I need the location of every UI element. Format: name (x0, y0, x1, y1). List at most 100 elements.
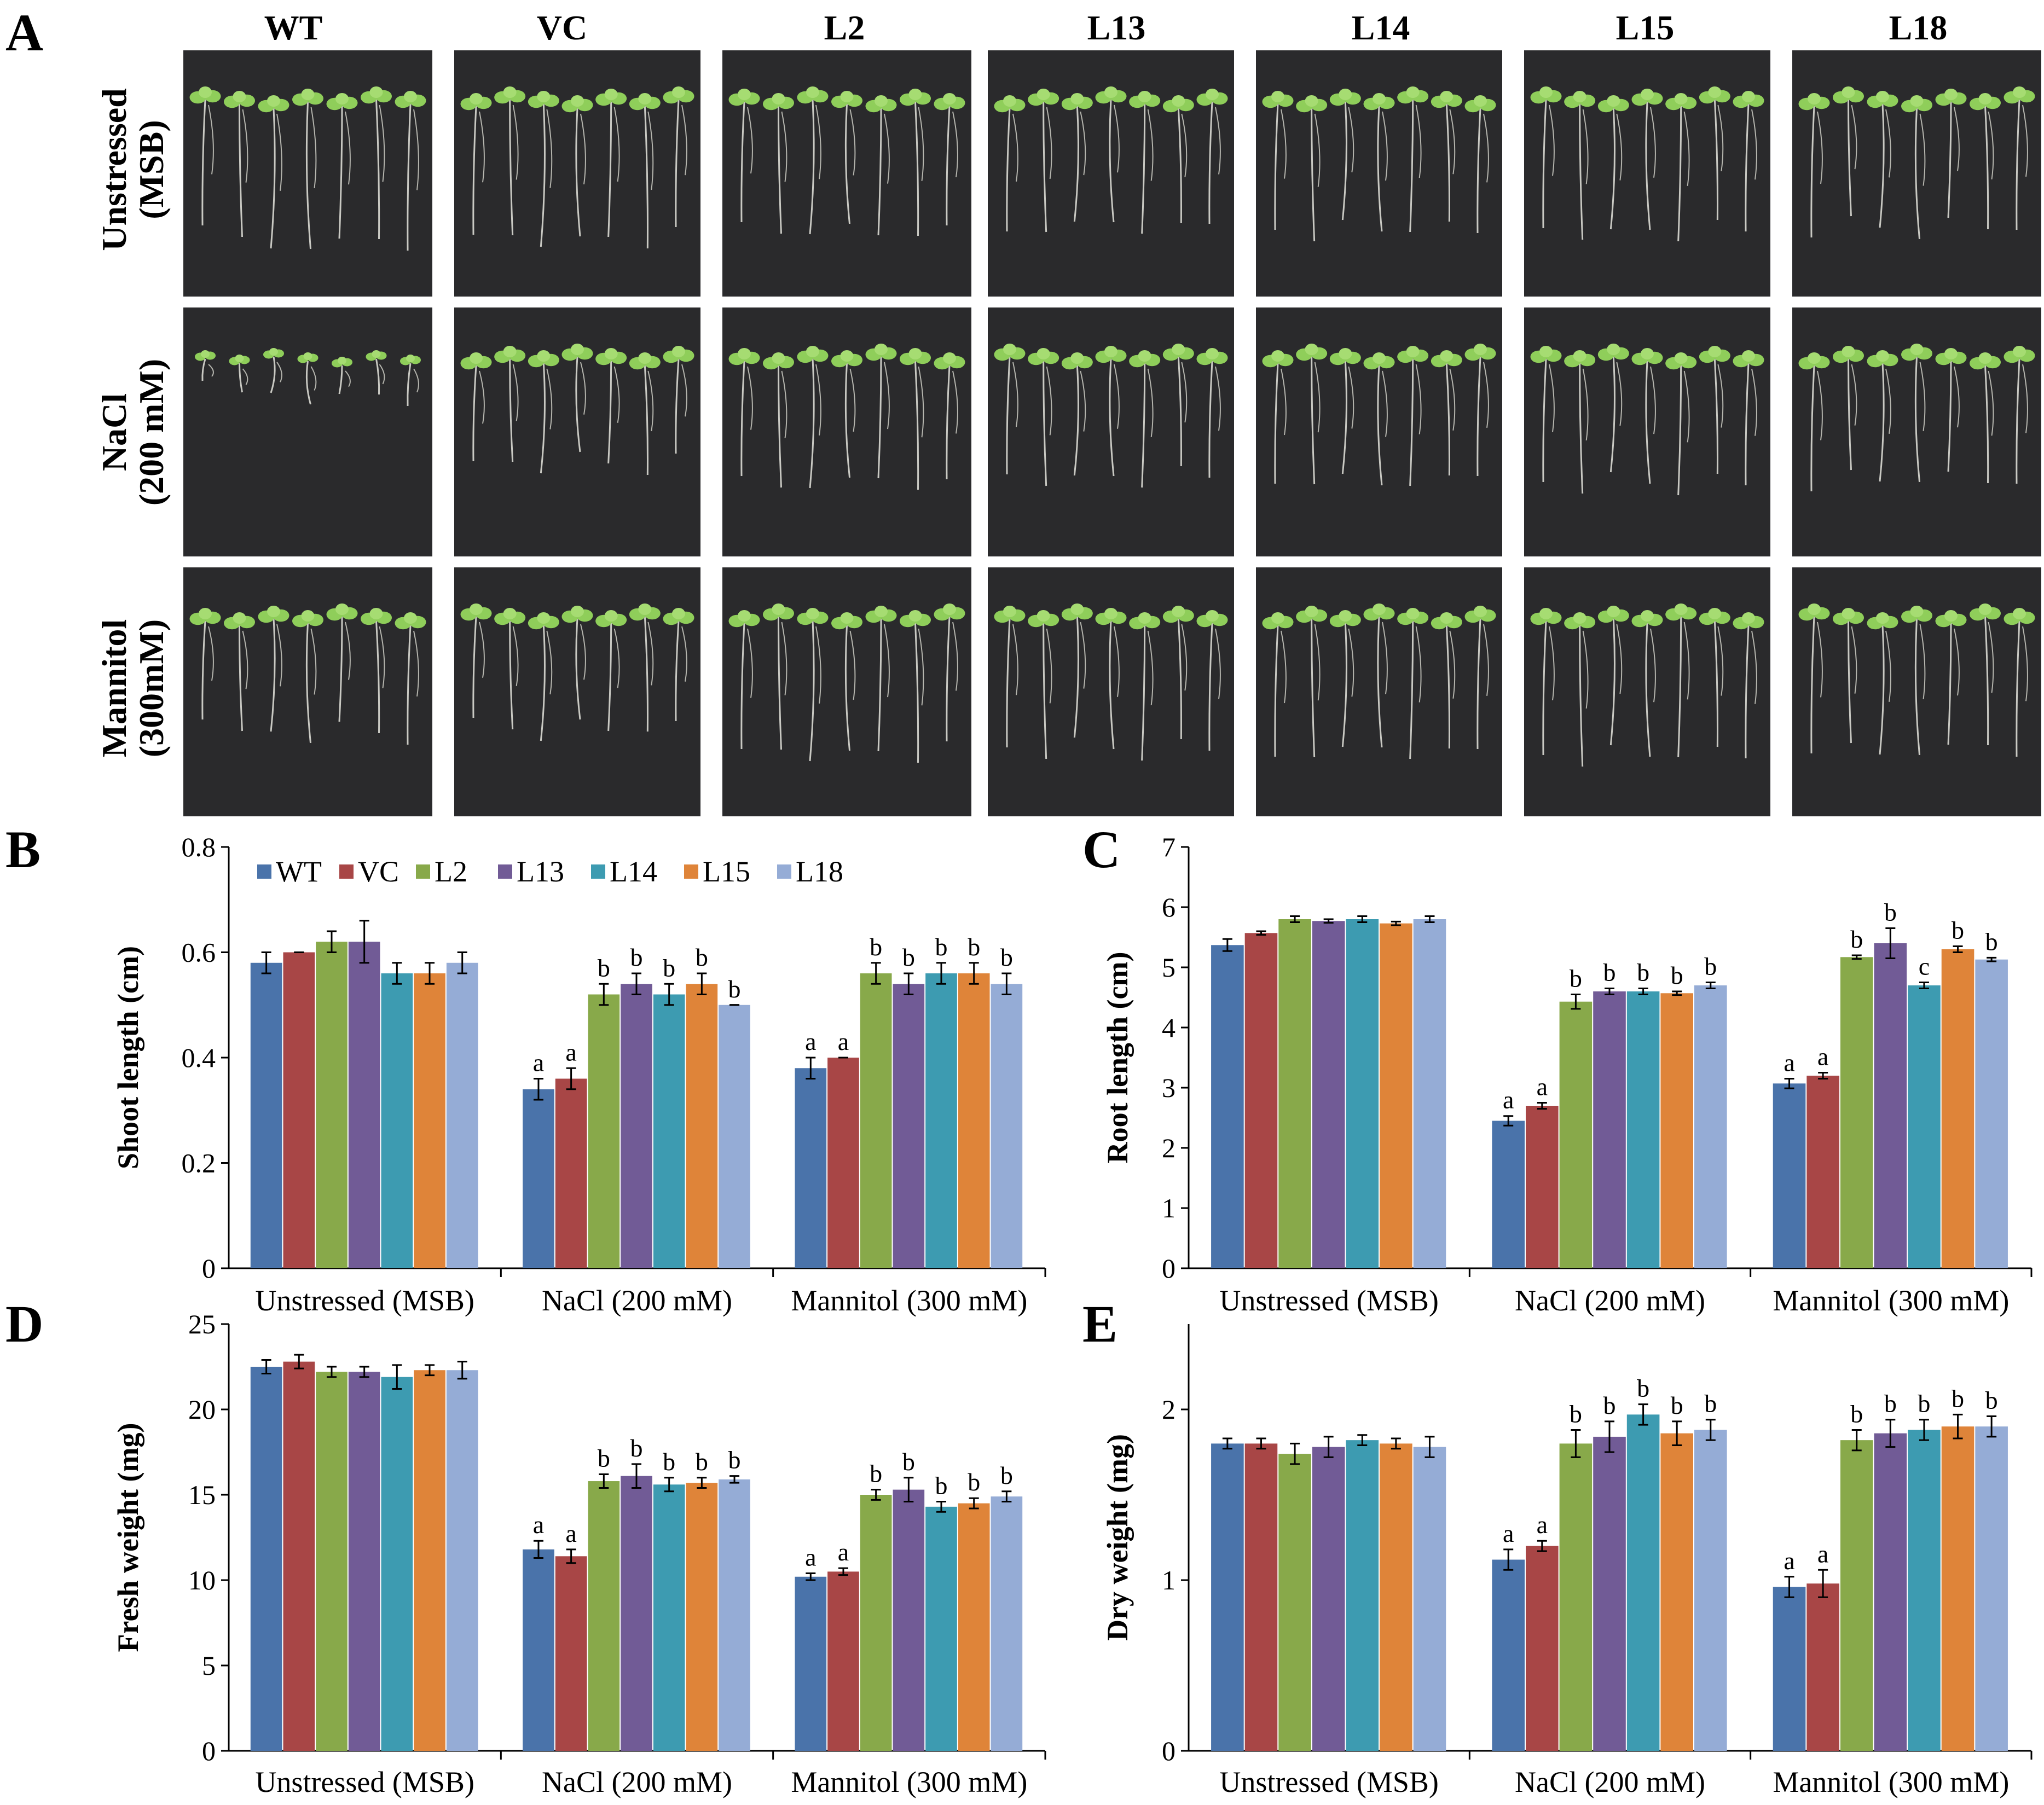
bar-l15-mannitol-300-mm (958, 1503, 990, 1751)
bar-vc-nacl-200-mm (555, 1556, 587, 1751)
bar-vc-mannitol-300-mm (1806, 1583, 1839, 1751)
significance-letter: b (630, 1434, 643, 1462)
panel-a-letter: A (5, 3, 43, 62)
seedling-photo-mannitol-l2 (722, 567, 971, 816)
legend-label-vc: VC (358, 855, 399, 888)
seedling-photo-nacl-l14 (1256, 307, 1502, 556)
significance-letter: b (630, 943, 643, 971)
bar-l2-mannitol-300-mm (860, 973, 892, 1268)
legend-swatch-l13 (498, 864, 512, 879)
legend-swatch-l15 (684, 864, 698, 879)
significance-letter: b (1637, 959, 1649, 986)
bar-l2-nacl-200-mm (1559, 1001, 1593, 1268)
row-header-nacl-line2: (200 mM) (132, 359, 171, 506)
significance-letter: b (1000, 943, 1013, 971)
x-category-label: Mannitol (300 mM) (791, 1766, 1027, 1798)
legend-label-l2: L2 (435, 855, 467, 888)
bar-l14-unstressed-msb (1346, 1440, 1379, 1751)
significance-letter: b (1704, 953, 1717, 980)
bar-l2-mannitol-300-mm (1840, 1440, 1873, 1751)
bar-l2-unstressed-msb (316, 1372, 348, 1751)
seedling-photo-nacl-l2 (722, 307, 971, 556)
bar-l14-nacl-200-mm (653, 994, 685, 1268)
significance-letter: b (1985, 927, 1998, 955)
column-header-vc: VC (537, 8, 587, 47)
column-header-l2: L2 (824, 8, 865, 47)
y-tick-label: 25 (188, 1309, 216, 1339)
bar-vc-nacl-200-mm (555, 1078, 587, 1268)
y-tick-label: 20 (188, 1394, 216, 1425)
y-axis-title: Shoot length (cm) (112, 946, 144, 1169)
bar-vc-mannitol-300-mm (827, 1571, 859, 1751)
significance-letter: a (533, 1511, 544, 1539)
significance-letter: b (1884, 898, 1897, 926)
y-axis-title: Root length (cm) (1101, 952, 1134, 1164)
significance-letter: b (728, 975, 741, 1003)
y-tick-label: 0 (1162, 1736, 1176, 1766)
bar-l15-nacl-200-mm (1660, 1433, 1693, 1751)
bar-l13-unstressed-msb (1312, 921, 1345, 1268)
column-headers: WT VC L2 L13 L14 L15 L18 (264, 8, 1948, 47)
bar-l15-unstressed-msb (1380, 1443, 1412, 1751)
significance-letter: b (1570, 965, 1582, 993)
legend-swatch-l18 (777, 864, 791, 879)
bar-l13-mannitol-300-mm (893, 1489, 925, 1751)
x-category-label: NaCl (200 mM) (542, 1284, 732, 1317)
bar-vc-unstressed-msb (283, 952, 315, 1268)
bar-l13-nacl-200-mm (1593, 1436, 1626, 1751)
bar-l13-nacl-200-mm (1593, 991, 1626, 1268)
panel-letter-c: C (1082, 820, 1120, 879)
bar-l18-nacl-200-mm (1694, 985, 1727, 1268)
y-tick-label: 0.2 (182, 1148, 216, 1179)
x-category-label: NaCl (200 mM) (542, 1766, 732, 1798)
bar-l13-unstressed-msb (348, 942, 380, 1268)
panel-letter-e: E (1082, 1295, 1117, 1353)
significance-letter: b (968, 933, 980, 961)
x-category-label: NaCl (200 mM) (1515, 1284, 1705, 1317)
bar-vc-unstressed-msb (283, 1361, 315, 1751)
significance-letter: b (1918, 1390, 1930, 1418)
seedling-photo-mannitol-l14 (1256, 567, 1502, 816)
significance-letter: b (935, 933, 948, 961)
bar-vc-unstressed-msb (1244, 1443, 1278, 1751)
seedling-photo-unstressed-l18 (1792, 50, 2041, 297)
bar-l15-nacl-200-mm (1660, 993, 1693, 1268)
bar-l2-nacl-200-mm (588, 1481, 620, 1751)
significance-letter: a (533, 1049, 544, 1077)
column-header-l13: L13 (1087, 8, 1146, 47)
significance-letter: b (663, 1448, 675, 1476)
bar-l14-mannitol-300-mm (1908, 985, 1941, 1268)
x-category-label: NaCl (200 mM) (1515, 1766, 1705, 1798)
significance-letter: b (1704, 1390, 1717, 1418)
seedling-photo-mannitol-vc (454, 567, 700, 816)
bar-l2-nacl-200-mm (1559, 1443, 1593, 1751)
row-header-unstressed-line2: (MSB) (132, 120, 171, 219)
bar-l13-mannitol-300-mm (893, 984, 925, 1268)
significance-letter: b (1000, 1461, 1013, 1489)
y-axis-title: Fresh weight (mg) (112, 1423, 144, 1652)
bar-wt-unstressed-msb (250, 962, 282, 1268)
significance-letter: b (1603, 1391, 1616, 1419)
panel-letter-d: D (5, 1295, 43, 1353)
bar-l18-unstressed-msb (1413, 1447, 1446, 1751)
significance-letter: b (1850, 1400, 1863, 1427)
legend-label-l13: L13 (517, 855, 564, 888)
seedling-photo-unstressed-l13 (988, 50, 1234, 297)
bar-l15-unstressed-msb (414, 1370, 445, 1751)
seedling-photo-mannitol-l13 (988, 567, 1234, 816)
row-header-mannitol-line2: (300mM) (132, 619, 171, 757)
x-category-label: Unstressed (MSB) (255, 1284, 474, 1317)
significance-letter: a (1537, 1511, 1548, 1539)
x-category-label: Unstressed (MSB) (255, 1766, 474, 1798)
legend-swatch-l2 (416, 864, 430, 879)
bar-l18-mannitol-300-mm (1975, 959, 2008, 1268)
bar-l13-mannitol-300-mm (1874, 1433, 1907, 1751)
bar-l18-mannitol-300-mm (1975, 1426, 2008, 1751)
seedling-photo-grid (183, 50, 2041, 816)
seedling-photo-mannitol-wt (183, 567, 432, 816)
bar-l15-unstressed-msb (1380, 923, 1412, 1268)
y-tick-label: 0.6 (182, 937, 216, 968)
significance-letter: b (1952, 1384, 1964, 1412)
significance-letter: b (598, 1444, 610, 1472)
x-category-label: Mannitol (300 mM) (1773, 1284, 2009, 1317)
